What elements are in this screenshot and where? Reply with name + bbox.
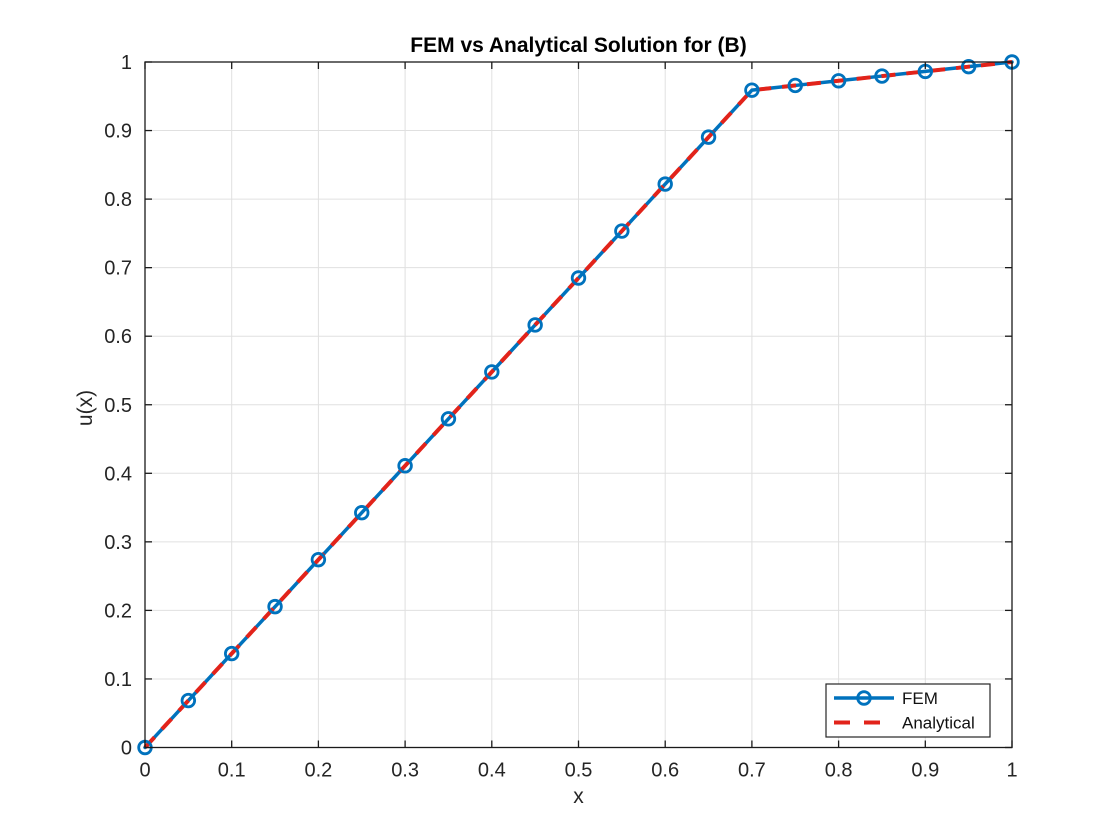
x-tick-label: 0.2 xyxy=(304,760,332,782)
y-axis-label: u(x) xyxy=(74,390,97,426)
legend-box xyxy=(825,683,991,738)
data-point-marker xyxy=(787,77,803,94)
data-point-marker xyxy=(440,411,457,427)
y-tick-label: 0 xyxy=(121,738,132,760)
y-tick-label: 1 xyxy=(121,52,132,74)
data-point-marker xyxy=(657,176,673,192)
data-point-marker xyxy=(614,223,630,239)
x-tick-label: 0.7 xyxy=(738,760,766,782)
axis-ticks xyxy=(144,61,1013,749)
data-point-marker xyxy=(310,551,327,568)
data-point-marker xyxy=(397,458,413,474)
series-layer xyxy=(137,54,1020,756)
data-point-marker xyxy=(874,68,890,84)
y-tick-label: 0.8 xyxy=(104,189,132,211)
data-point-marker xyxy=(223,645,240,662)
data-point-marker xyxy=(527,317,543,333)
x-tick-label: 0.9 xyxy=(911,760,939,782)
x-tick-label: 0.8 xyxy=(825,760,853,782)
data-point-marker xyxy=(570,270,587,286)
data-point-marker xyxy=(830,73,847,89)
x-axis-label: x xyxy=(573,785,584,808)
y-tick-label: 0.2 xyxy=(104,600,132,622)
x-tick-label: 0.3 xyxy=(391,760,419,782)
legend-label-fem: FEM xyxy=(902,689,938,708)
x-tick-labels: 0 0.1 0.2 0.3 0.4 0.5 0.6 0.7 0.8 0.9 1 xyxy=(139,760,1017,782)
grid-lines xyxy=(144,61,1013,748)
y-tick-label: 0.5 xyxy=(104,395,132,417)
data-point-marker xyxy=(484,364,500,380)
chart-title: FEM vs Analytical Solution for (B) xyxy=(410,34,746,57)
x-tick-label: 0.6 xyxy=(651,760,679,782)
x-tick-label: 0.1 xyxy=(218,760,246,782)
y-tick-label: 0.3 xyxy=(104,532,132,554)
x-tick-label: 1 xyxy=(1006,760,1017,782)
y-tick-label: 0.7 xyxy=(104,258,132,280)
x-tick-label: 0.4 xyxy=(478,760,506,782)
x-tick-label: 0.5 xyxy=(565,760,593,782)
y-tick-label: 0.9 xyxy=(104,121,132,143)
data-point-marker xyxy=(700,129,717,145)
legend-sample-marker xyxy=(856,690,872,706)
data-point-marker xyxy=(960,58,977,75)
y-tick-label: 0.6 xyxy=(104,326,132,348)
data-point-marker xyxy=(354,505,370,521)
x-tick-label: 0 xyxy=(139,760,150,782)
y-tick-label: 0.1 xyxy=(104,669,132,691)
legend: FEM Analytical xyxy=(825,683,991,738)
y-tick-labels: 0 0.1 0.2 0.3 0.4 0.5 0.6 0.7 0.8 0.9 1 xyxy=(104,52,132,760)
data-point-marker xyxy=(744,82,760,98)
data-point-marker xyxy=(267,598,283,615)
data-point-marker xyxy=(180,692,197,709)
y-tick-label: 0.4 xyxy=(104,463,132,485)
legend-label-analytical: Analytical xyxy=(902,714,975,733)
